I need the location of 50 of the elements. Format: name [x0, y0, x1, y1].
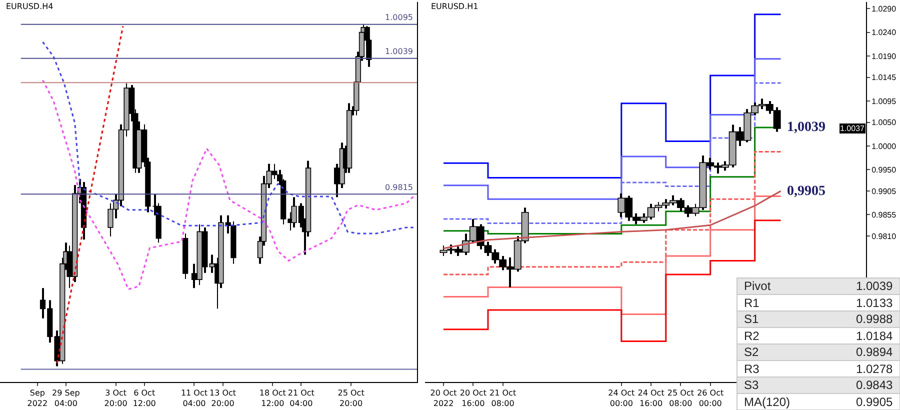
- ref-line-label: 0.9815: [385, 183, 413, 192]
- annotation: 1,0039: [787, 120, 826, 135]
- y-tick-label: 0.9855: [872, 210, 897, 220]
- annotation: 1.0039: [856, 279, 894, 293]
- x-tick-label: 6 Oct 12:00: [132, 388, 156, 408]
- annotation: S2: [744, 345, 760, 359]
- annotation: 1.0133: [856, 296, 894, 310]
- x-tick-label: 26 Oct 00:00: [697, 388, 724, 408]
- y-tick-label: 0.9950: [872, 166, 897, 175]
- annotation: Pivot: [744, 279, 772, 293]
- annotation: 0.9843: [856, 378, 894, 392]
- chart-title: EURUSD.H1: [431, 2, 478, 11]
- x-tick-label: 3 Oct 20:00: [104, 388, 128, 408]
- y-tick-label: 1.0145: [872, 73, 897, 82]
- text: MA(120): [744, 395, 790, 409]
- x-tick-label: Sep 2022: [27, 388, 48, 408]
- chart-title: EURUSD.H4: [6, 2, 54, 11]
- y-tick-label: 0.9905: [872, 186, 897, 196]
- annotation: 1.0037: [840, 124, 866, 133]
- x-tick-label: 13 Oct 20:00: [209, 388, 236, 408]
- annotation: 1.0278: [856, 362, 894, 376]
- ref-line-label: 1.0095: [385, 13, 413, 22]
- y-tick-label: 1.0240: [872, 28, 897, 38]
- annotation: 0.9894: [856, 345, 894, 359]
- annotation: 1.0184: [856, 329, 894, 343]
- y-tick-label: 1.0050: [872, 118, 897, 128]
- x-tick-label: 20 Oct 2022: [430, 388, 457, 408]
- x-tick-label: 29 Sep 04:00: [52, 388, 80, 408]
- annotation: S1: [744, 312, 760, 326]
- y-tick-label: 0.9810: [872, 232, 897, 241]
- annotation: R1: [744, 296, 760, 310]
- x-tick-label: 18 Oct 12:00: [259, 388, 286, 408]
- x-tick-label: 21 Oct 08:00: [490, 388, 516, 408]
- y-tick-label: 1.0290: [872, 4, 897, 14]
- annotation: S3: [744, 378, 760, 392]
- x-tick-label: 25 Oct 20:00: [338, 388, 364, 408]
- x-tick-label: 21 Oct 04:00: [288, 388, 314, 408]
- annotation: 0.9988: [856, 312, 894, 326]
- x-tick-label: 11 Oct 04:00: [180, 388, 208, 408]
- annotation: 0,9905: [787, 184, 826, 199]
- y-tick-label: 1.0190: [872, 52, 897, 61]
- x-tick-label: 20 Oct 16:00: [460, 388, 486, 408]
- annotation: R2: [744, 329, 760, 343]
- x-tick-label: 25 Oct 08:00: [667, 388, 694, 408]
- x-tick-label: 24 Oct 16:00: [638, 388, 664, 408]
- y-tick-label: 1.0095: [872, 96, 897, 106]
- x-tick-label: 24 Oct 00:00: [608, 388, 635, 408]
- annotation: R3: [744, 362, 760, 376]
- ref-line-label: 1.0039: [385, 47, 413, 56]
- y-tick-label: 1.0000: [872, 142, 897, 151]
